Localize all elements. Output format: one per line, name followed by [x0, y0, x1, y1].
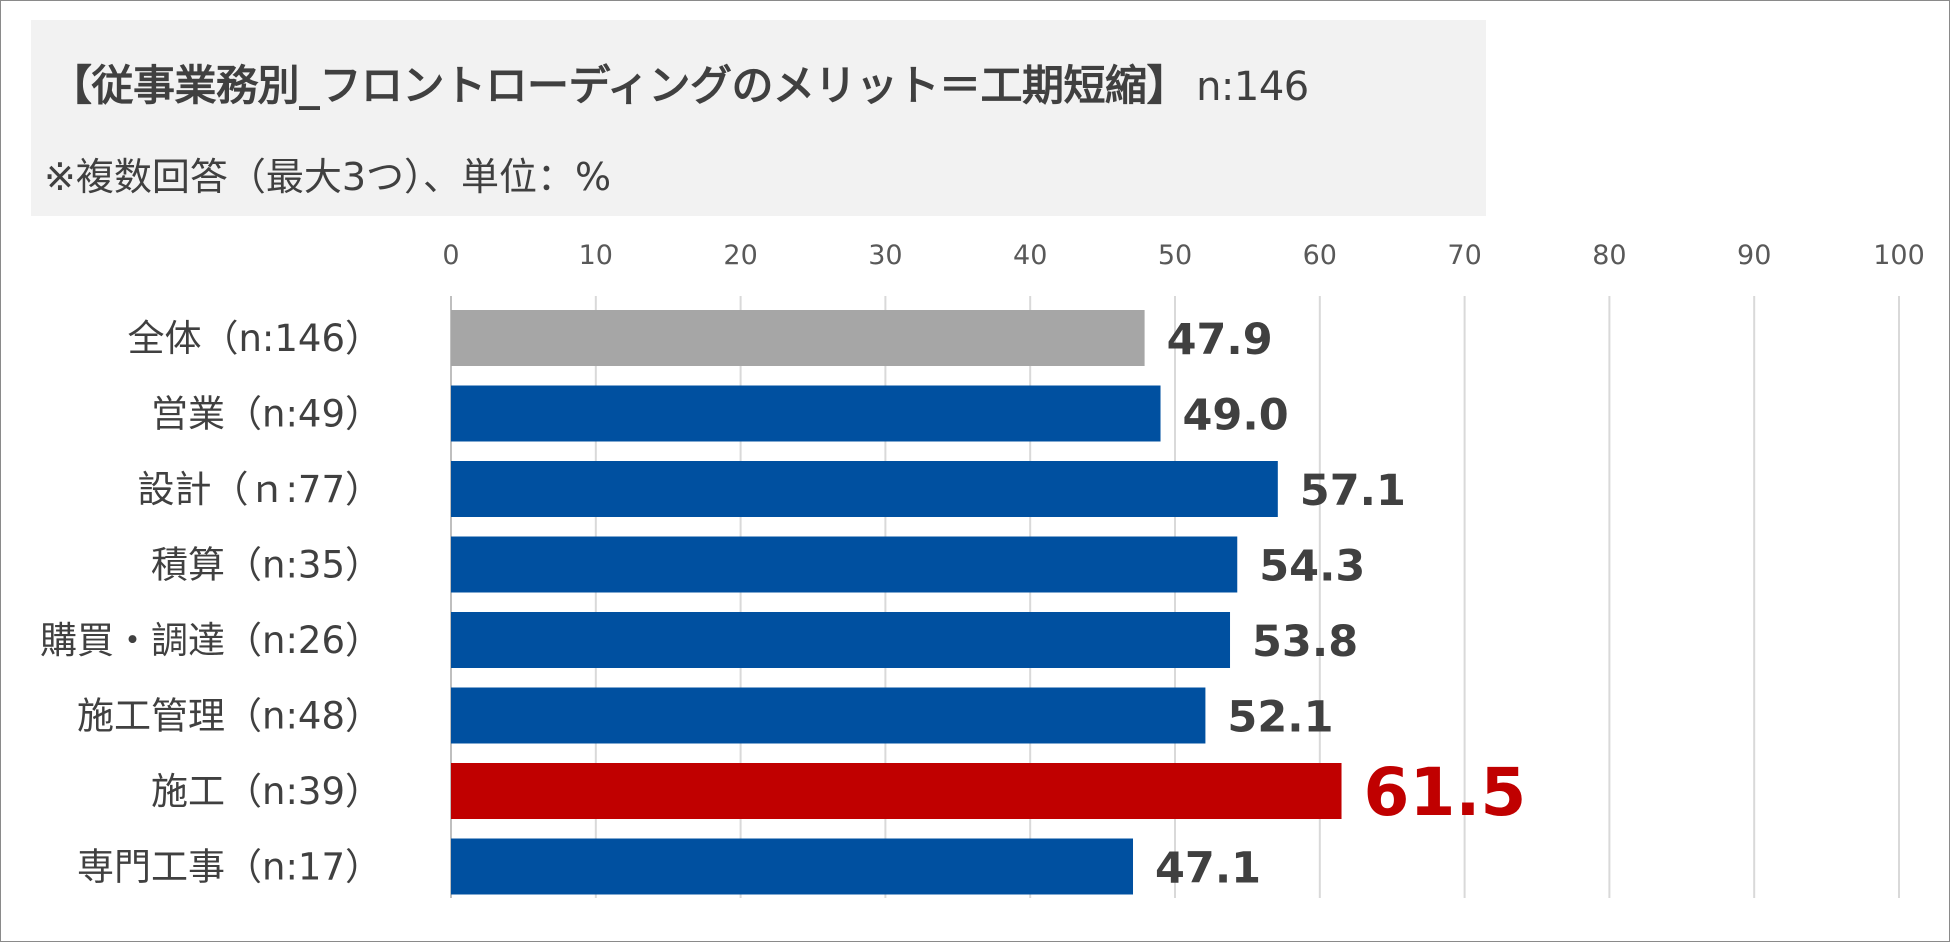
bar [451, 612, 1231, 668]
data-label: 49.0 [1183, 391, 1289, 441]
data-label: 54.3 [1259, 542, 1365, 592]
data-label: 61.5 [1364, 754, 1527, 831]
x-tick-label: 100 [1873, 240, 1925, 271]
category-label: 専門工事（n:17） [77, 846, 382, 889]
data-label: 47.1 [1155, 844, 1261, 894]
category-label: 施工（n:39） [151, 770, 382, 813]
title-sample-size: n:146 [1196, 64, 1309, 110]
x-tick-label: 40 [1013, 240, 1047, 271]
x-tick-label: 50 [1158, 240, 1192, 271]
chart-title: 【従事業務別_フロントローディングのメリット＝工期短縮】 n:146 [50, 52, 1309, 113]
bar [451, 838, 1134, 895]
chart-subtitle: ※複数回答（最大3つ）、単位：% [44, 155, 612, 199]
bar [451, 536, 1238, 593]
x-tick-label: 30 [868, 240, 902, 271]
category-label: 購買・調達（n:26） [40, 619, 382, 662]
x-tick-label: 80 [1592, 240, 1626, 271]
data-label: 47.9 [1167, 315, 1273, 365]
bar [451, 310, 1145, 366]
category-label: 全体（n:146） [127, 317, 382, 360]
data-label: 52.1 [1227, 693, 1333, 743]
bar [451, 763, 1342, 819]
x-tick-label: 20 [723, 240, 757, 271]
bar [451, 385, 1161, 442]
title-box [31, 20, 1486, 216]
x-tick-label: 10 [579, 240, 613, 271]
bar [451, 687, 1206, 744]
x-tick-label: 0 [442, 240, 459, 271]
bar [451, 461, 1278, 517]
category-label: 積算（n:35） [151, 544, 382, 587]
category-label: 設計（ｎ:77） [137, 468, 382, 511]
x-tick-label: 70 [1447, 240, 1481, 271]
category-label: 営業（n:49） [151, 393, 382, 436]
data-label: 53.8 [1252, 617, 1358, 667]
data-label: 57.1 [1300, 466, 1406, 516]
category-label: 施工管理（n:48） [77, 695, 382, 738]
title-text: 【従事業務別_フロントローディングのメリット＝工期短縮】 [50, 61, 1189, 110]
x-tick-label: 60 [1303, 240, 1337, 271]
x-tick-label: 90 [1737, 240, 1771, 271]
